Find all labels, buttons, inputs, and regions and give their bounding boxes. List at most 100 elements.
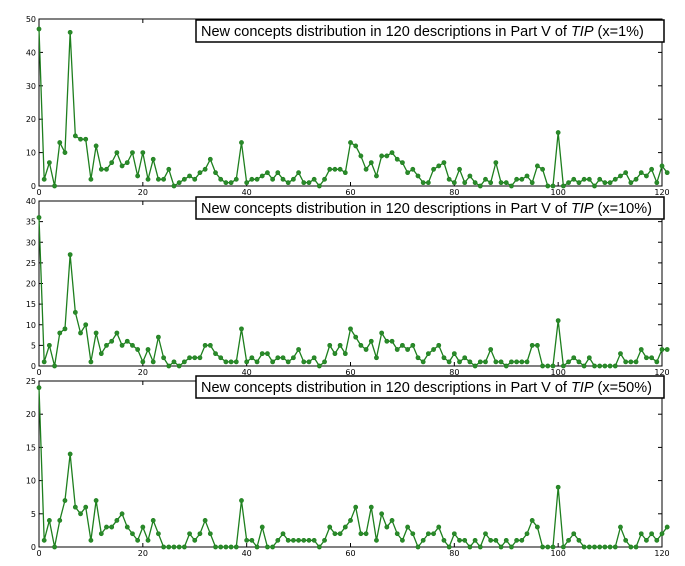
data-point [410, 166, 416, 172]
data-point [654, 537, 660, 543]
data-point [223, 544, 229, 550]
data-point [462, 537, 468, 543]
data-point [415, 544, 421, 550]
data-point [104, 342, 109, 348]
data-point [550, 363, 556, 369]
data-point [161, 544, 166, 550]
data-point [368, 504, 374, 510]
data-point [493, 537, 499, 543]
data-point [586, 176, 592, 182]
data-point [259, 173, 265, 179]
y-tick-label: 25 [26, 259, 36, 268]
data-point [145, 537, 151, 543]
data-point [405, 347, 411, 352]
y-tick-label: 20 [26, 280, 36, 289]
y-tick-label: 10 [26, 477, 36, 486]
data-point [233, 359, 239, 365]
series-line [38, 28, 668, 187]
data-point [535, 163, 540, 169]
data-point [36, 26, 42, 32]
data-point [389, 338, 395, 344]
data-point [509, 183, 514, 189]
data-point [358, 531, 364, 537]
x-tick-label: 60 [345, 368, 355, 377]
data-point [67, 451, 73, 457]
data-point [394, 347, 400, 352]
data-point [72, 309, 78, 315]
data-point [280, 531, 286, 537]
data-point [290, 176, 296, 182]
data-point [405, 170, 411, 176]
data-point [124, 524, 130, 530]
data-point [612, 544, 618, 550]
chart-title-box [195, 19, 665, 43]
data-point [644, 173, 649, 179]
x-tick-label: 20 [138, 368, 148, 377]
y-tick-label: 20 [26, 410, 36, 419]
data-point [254, 544, 260, 550]
data-point [223, 359, 229, 365]
data-point [540, 544, 545, 550]
data-point [446, 544, 452, 550]
data-point [311, 537, 317, 543]
data-point [176, 544, 182, 550]
data-point [514, 359, 520, 365]
data-point [213, 544, 218, 550]
data-point [332, 531, 338, 537]
data-point [207, 531, 213, 537]
data-point [62, 150, 68, 155]
data-point [171, 544, 177, 550]
data-point [441, 160, 447, 166]
plot-frame [38, 200, 663, 367]
data-point [145, 176, 151, 182]
data-point [441, 355, 447, 361]
data-point [301, 359, 307, 365]
data-point [576, 180, 582, 186]
data-point [425, 531, 431, 537]
data-point [176, 363, 182, 369]
data-point [581, 363, 587, 369]
data-point [545, 544, 551, 550]
data-point [592, 363, 597, 369]
data-point [644, 537, 649, 543]
chart-panel-2: 0 20 40 60 80 100 120 0 5 10 15 20 25 30 35 40 New conce… [26, 196, 670, 377]
data-point [150, 359, 156, 365]
data-point [649, 166, 655, 172]
y-tick-label: 0 [31, 362, 36, 371]
data-point [498, 359, 504, 365]
data-point [233, 176, 239, 182]
data-point [436, 163, 442, 169]
data-point [93, 143, 99, 149]
data-point [618, 351, 623, 357]
data-point [78, 330, 83, 336]
data-point [394, 531, 400, 537]
data-point [192, 176, 198, 182]
data-point [462, 180, 468, 186]
data-point [654, 359, 660, 365]
data-point [57, 330, 63, 336]
data-point [472, 180, 478, 186]
data-point [509, 359, 514, 365]
data-point [114, 330, 120, 336]
data-point [36, 215, 42, 220]
data-point [519, 176, 525, 182]
x-tick-label: 120 [654, 549, 669, 558]
data-point [233, 544, 239, 550]
data-point [228, 180, 234, 186]
data-point [57, 518, 63, 523]
data-point [457, 166, 462, 172]
data-point [72, 133, 78, 139]
data-point [353, 143, 359, 149]
y-tick-label: 5 [31, 341, 36, 350]
x-tick-label: 120 [654, 188, 669, 197]
data-point [545, 183, 551, 189]
y-tick-label: 5 [31, 510, 36, 519]
data-point [576, 359, 582, 365]
data-point [88, 176, 94, 182]
data-point [638, 170, 644, 176]
data-point [623, 170, 629, 176]
y-tick-label: 15 [26, 443, 36, 452]
data-point [316, 183, 322, 189]
data-point [228, 359, 234, 365]
